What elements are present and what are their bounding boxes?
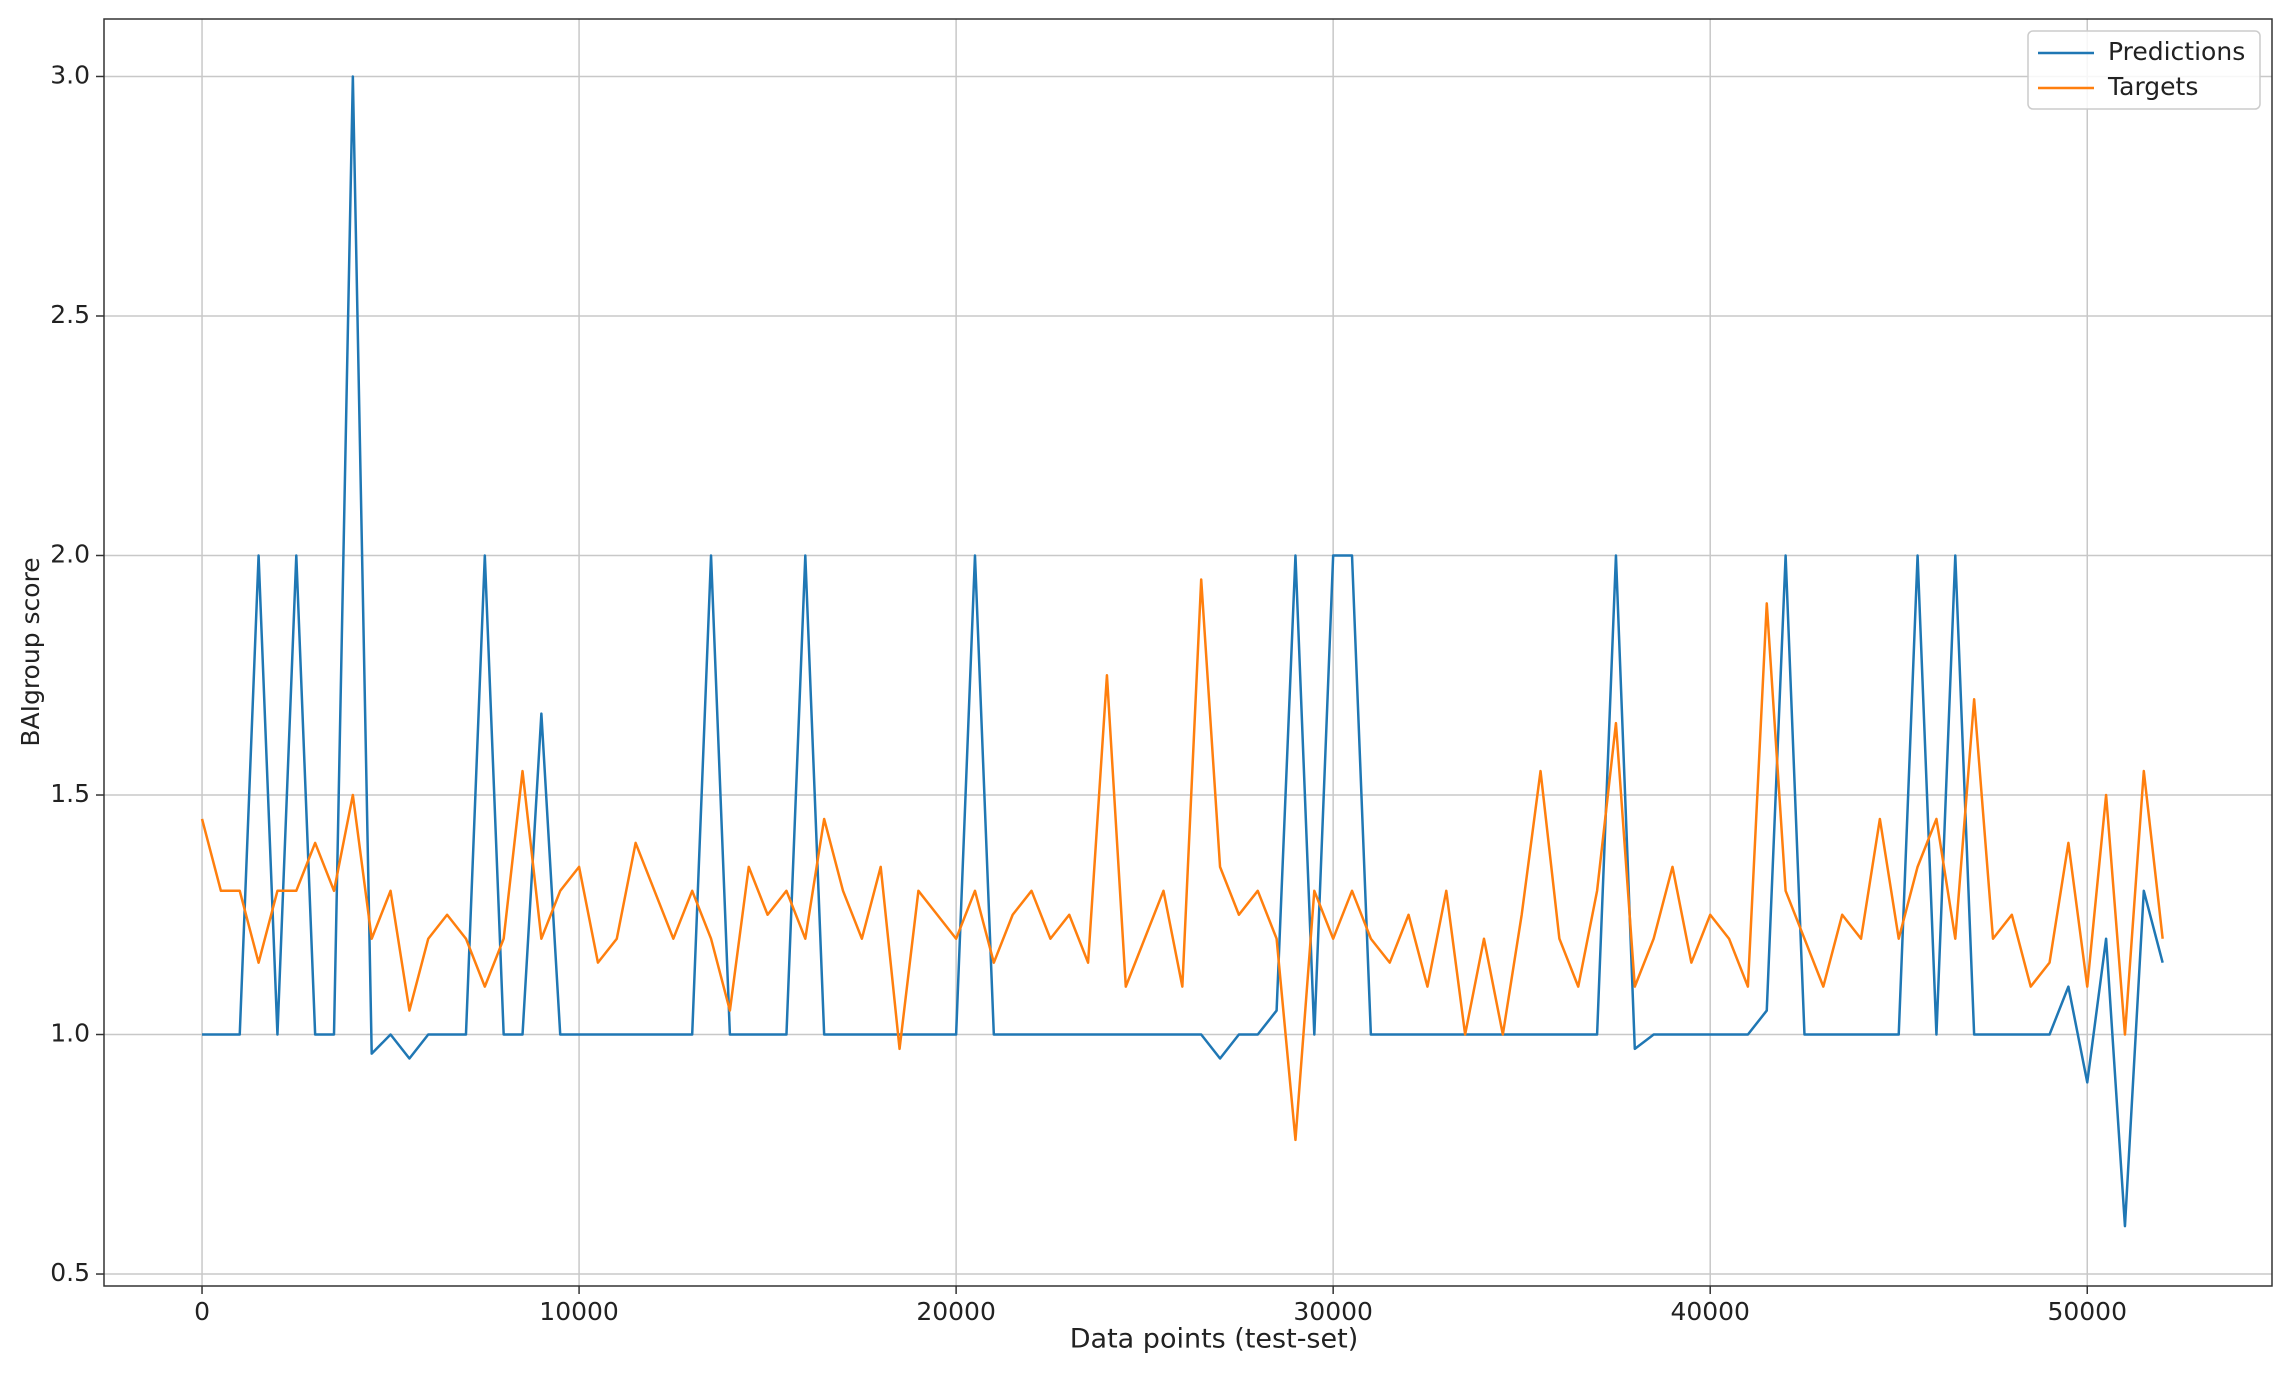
- x-axis-label: Data points (test-set): [1070, 1324, 1358, 1355]
- y-axis-label: BAIgroup score: [16, 557, 45, 746]
- x-tick-label: 40000: [1670, 1297, 1750, 1326]
- x-tick-label: 10000: [539, 1297, 619, 1326]
- y-tick-label: 1.0: [50, 1019, 90, 1048]
- legend-label: Predictions: [2108, 37, 2245, 66]
- legend-label: Targets: [2107, 72, 2198, 101]
- x-tick-label: 30000: [1293, 1297, 1373, 1326]
- y-tick-label: 3.0: [50, 60, 90, 89]
- y-tick-label: 2.5: [50, 300, 90, 329]
- x-tick-label: 50000: [2047, 1297, 2127, 1326]
- x-tick-label: 20000: [916, 1297, 996, 1326]
- y-tick-label: 1.5: [50, 779, 90, 808]
- series-line: [200, 578, 2164, 1142]
- y-tick-label: 2.0: [50, 539, 90, 568]
- plot-frame: [103, 18, 2273, 1287]
- y-tick-label: 0.5: [50, 1258, 90, 1287]
- series-line: [202, 75, 2164, 1228]
- x-tick-label: 0: [194, 1297, 210, 1326]
- legend-box: [2027, 30, 2261, 110]
